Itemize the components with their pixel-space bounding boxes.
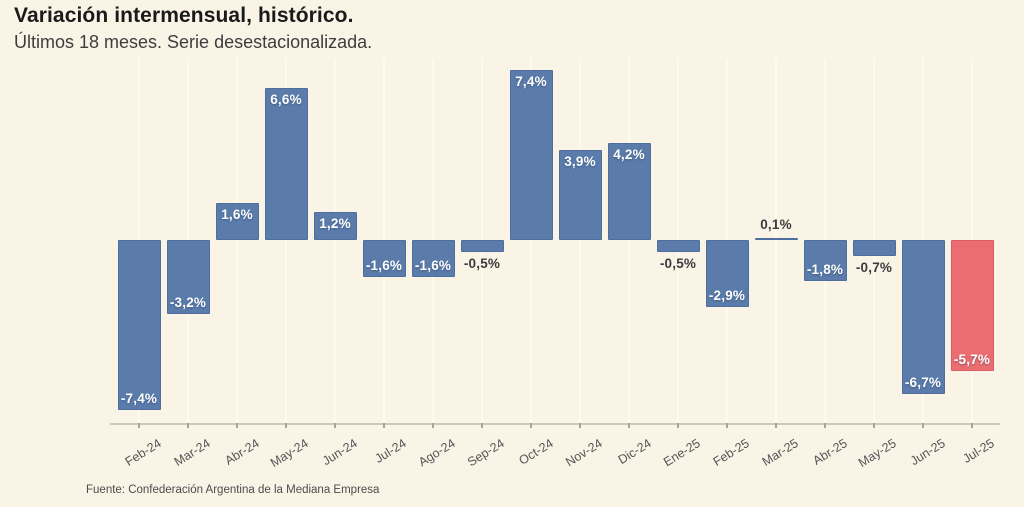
bar-value-label: 1,6% bbox=[221, 207, 253, 223]
bar-feb-24 bbox=[117, 240, 161, 411]
axis-tick bbox=[971, 423, 973, 428]
axis-tick bbox=[432, 423, 434, 428]
bar-oct-24 bbox=[509, 69, 553, 240]
axis-tick bbox=[530, 423, 532, 428]
bar-ago-24 bbox=[411, 240, 455, 277]
bar-feb-25 bbox=[705, 240, 749, 307]
bar-sep-24 bbox=[460, 240, 504, 252]
bar-ene-25 bbox=[656, 240, 700, 252]
gridline bbox=[530, 58, 532, 423]
bar-jul-24 bbox=[362, 240, 406, 277]
source-note: Fuente: Confederación Argentina de la Me… bbox=[86, 484, 380, 496]
axis-tick bbox=[824, 423, 826, 428]
axis-tick bbox=[873, 423, 875, 428]
bar-jun-25 bbox=[901, 240, 945, 395]
page-title: Variación intermensual, histórico. bbox=[14, 4, 354, 27]
bar-value-label: -1,8% bbox=[806, 262, 844, 278]
bar-jun-24 bbox=[313, 212, 357, 240]
bar-value-label: 4,2% bbox=[613, 147, 645, 163]
bar-value-label: -0,5% bbox=[659, 255, 697, 271]
page-subtitle: Últimos 18 meses. Serie desestacionaliza… bbox=[14, 32, 373, 52]
axis-tick bbox=[383, 423, 385, 428]
bar-value-label: -7,4% bbox=[120, 391, 158, 407]
axis-tick bbox=[187, 423, 189, 428]
bar-abr-25 bbox=[803, 240, 847, 282]
bar-nov-24 bbox=[558, 150, 602, 240]
gridline bbox=[775, 58, 777, 423]
bar-value-label: 6,6% bbox=[270, 92, 302, 108]
plot-area: -7,4% -3,2% 1,6% 6,6% 1,2% -1,6% -1,6% -0,5% 7,4… bbox=[110, 58, 1000, 428]
bar-value-label: -2,9% bbox=[708, 287, 746, 303]
gridline bbox=[628, 58, 630, 423]
gridline bbox=[285, 58, 287, 423]
axis-tick bbox=[922, 423, 924, 428]
axis-tick bbox=[236, 423, 238, 428]
bar-value-label: 1,2% bbox=[319, 216, 351, 232]
axis-tick bbox=[726, 423, 728, 428]
bar-value-label: -0,5% bbox=[463, 255, 501, 271]
bar-value-label: 0,1% bbox=[760, 216, 792, 232]
gridline bbox=[334, 58, 336, 423]
bar-may-25 bbox=[852, 240, 896, 257]
bar-value-label: 3,9% bbox=[564, 154, 596, 170]
bar-mar-25 bbox=[754, 237, 798, 240]
bar-value-label: 7,4% bbox=[515, 73, 547, 89]
axis-tick bbox=[138, 423, 140, 428]
bar-value-label: -5,7% bbox=[953, 352, 991, 368]
x-axis-labels: Feb-24 Mar-24 Abr-24 May-24 Jun-24 Jul-24 Ago-… bbox=[110, 423, 1000, 483]
bar-value-label: -6,7% bbox=[904, 375, 942, 391]
bar-dic-24 bbox=[607, 143, 651, 240]
axis-tick bbox=[677, 423, 679, 428]
axis-tick bbox=[579, 423, 581, 428]
bar-value-label: -0,7% bbox=[855, 260, 893, 276]
bar-value-label: -3,2% bbox=[169, 294, 207, 310]
axis-tick bbox=[285, 423, 287, 428]
bar-abr-24 bbox=[215, 203, 259, 240]
axis-tick bbox=[628, 423, 630, 428]
bar-may-24 bbox=[264, 88, 308, 240]
bar-jul-25 bbox=[950, 240, 994, 372]
gridline bbox=[236, 58, 238, 423]
chart-header: Variación intermensual, histórico. Últim… bbox=[14, 4, 372, 53]
bar-value-label: -1,6% bbox=[365, 257, 403, 273]
gridline bbox=[579, 58, 581, 423]
axis-tick bbox=[481, 423, 483, 428]
axis-tick bbox=[334, 423, 336, 428]
bar-value-label: -1,6% bbox=[414, 257, 452, 273]
bar-mar-24 bbox=[166, 240, 210, 314]
axis-tick bbox=[775, 423, 777, 428]
